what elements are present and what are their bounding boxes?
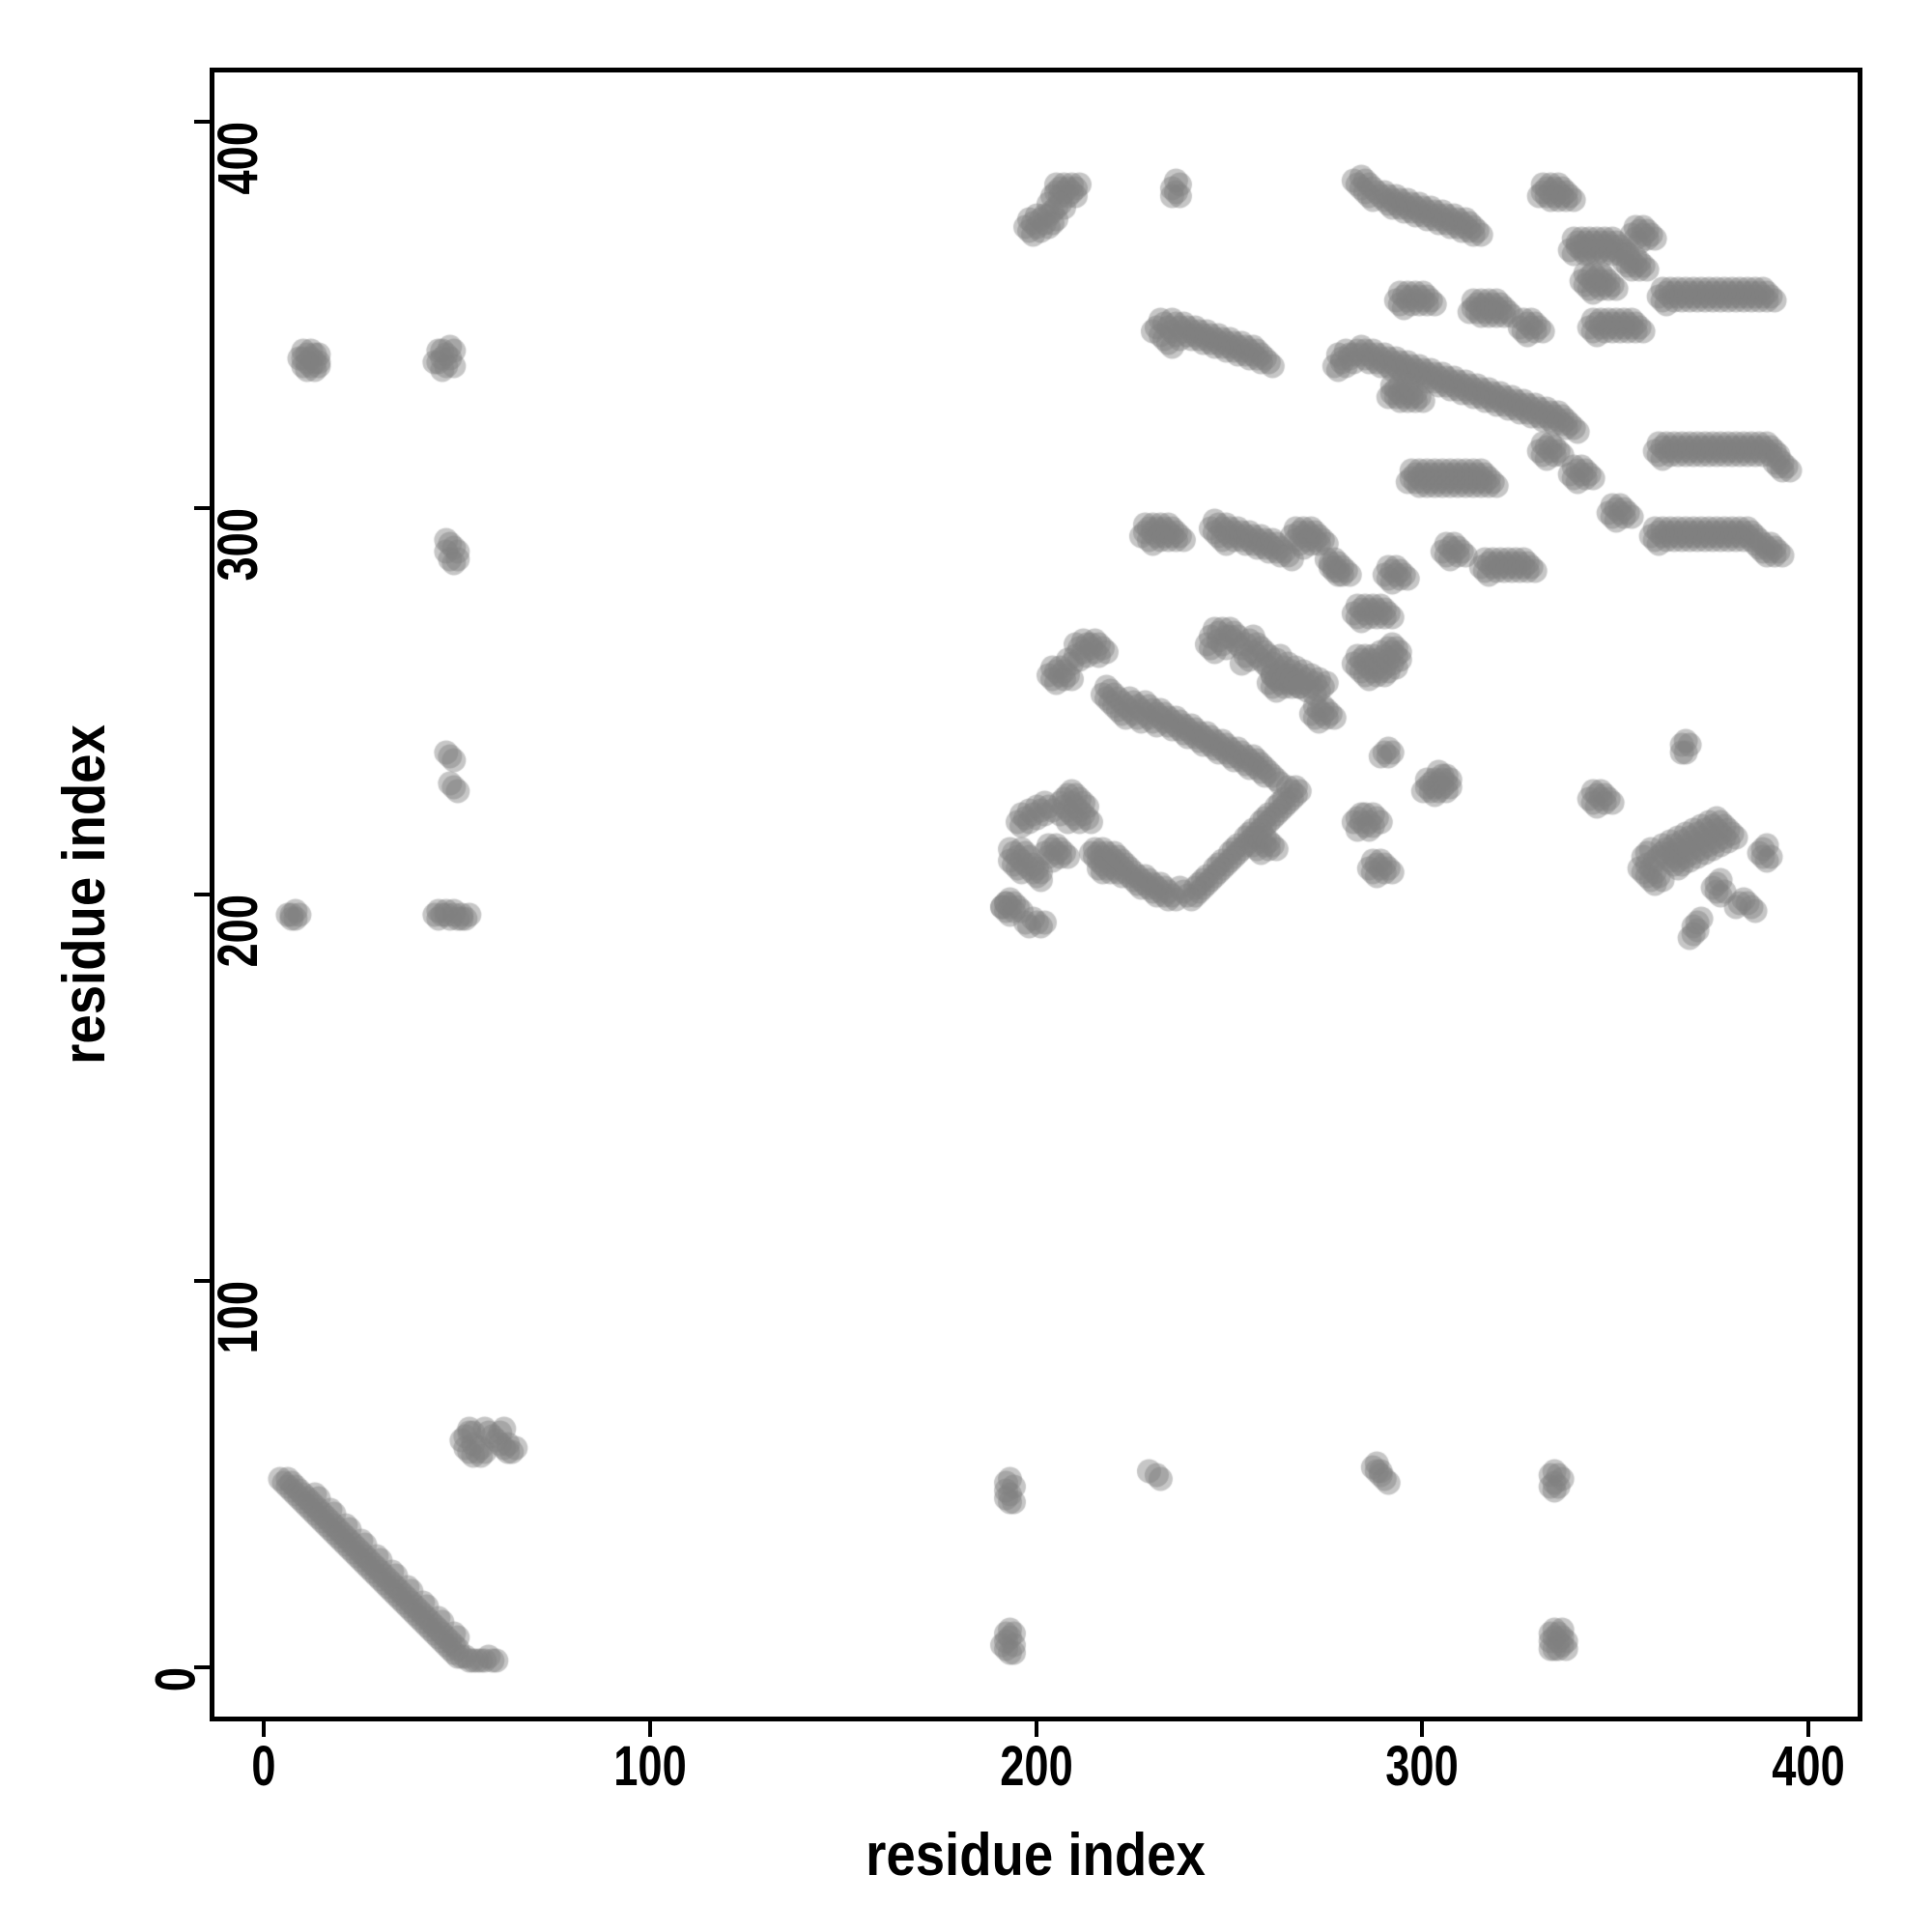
y-tick-100 [194, 1279, 210, 1283]
y-tick-200 [194, 893, 210, 896]
plot-area [210, 68, 1867, 1726]
y-tick-label-100: 100 [206, 1281, 270, 1354]
x-tick-200 [1034, 1721, 1038, 1737]
x-tick-100 [647, 1721, 652, 1737]
x-tick-label-400: 400 [1772, 1735, 1845, 1798]
x-tick-400 [1806, 1721, 1811, 1737]
y-tick-400 [194, 120, 210, 124]
y-tick-label-400: 400 [206, 122, 270, 195]
y-tick-label-200: 200 [206, 895, 270, 968]
x-tick-label-0: 0 [251, 1735, 276, 1798]
y-tick-label-300: 300 [206, 508, 270, 582]
x-tick-label-200: 200 [999, 1735, 1073, 1798]
x-axis-title: residue index [866, 1822, 1206, 1889]
x-tick-label-300: 300 [1385, 1735, 1460, 1798]
x-tick-300 [1420, 1721, 1425, 1737]
y-tick-0 [194, 1665, 210, 1669]
scatter-plot-canvas [214, 72, 1867, 1726]
x-tick-label-100: 100 [612, 1735, 687, 1798]
y-tick-300 [194, 506, 210, 510]
y-tick-label-0: 0 [144, 1667, 208, 1692]
y-axis-title: residue index [51, 724, 118, 1065]
x-tick-0 [261, 1721, 266, 1737]
